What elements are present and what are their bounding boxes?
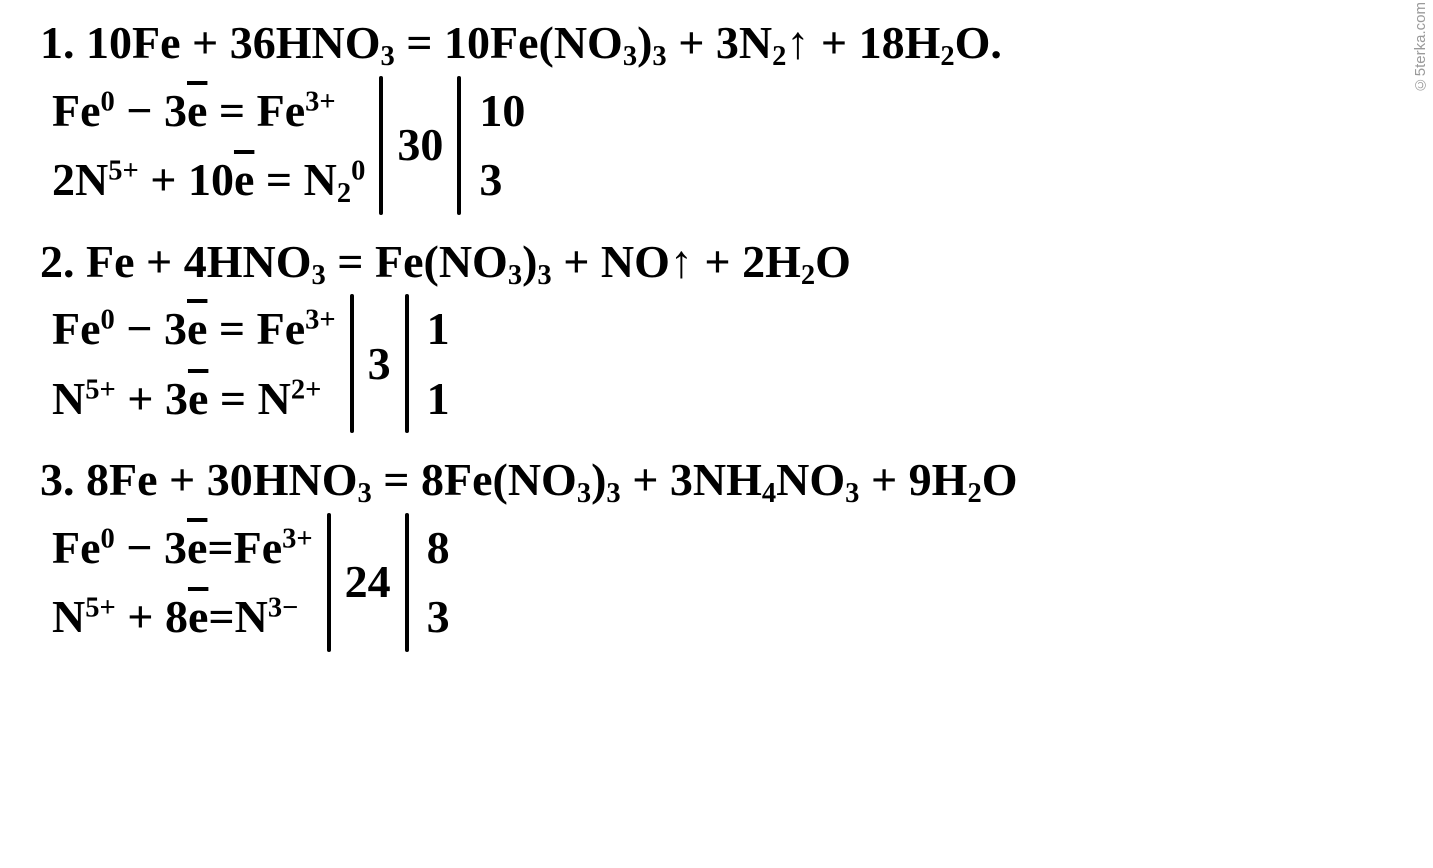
electron-balance-2: Fe0 − 3e = Fe3+ N5+ + 3e = N2+ 3 1 1 xyxy=(46,294,1413,433)
lcm-value: 24 xyxy=(345,553,391,611)
multiplier: 1 xyxy=(423,294,454,364)
equation-line-3: 3. 8Fe + 30HNO3 = 8Fe(NO3)3 + 3NH4NO3 + … xyxy=(40,451,1413,509)
half-reactions-col: Fe0 − 3e = Fe3+ N5+ + 3e = N2+ xyxy=(46,294,342,433)
lcm-col: 24 xyxy=(339,513,397,652)
multiplier: 8 xyxy=(423,513,454,583)
multiplier-col: 10 3 xyxy=(469,76,535,215)
equation-line-2: 2. Fe + 4HNO3 = Fe(NO3)3 + NO↑ + 2H2O xyxy=(40,233,1413,291)
half-reaction: N5+ + 3e = N2+ xyxy=(46,364,342,434)
half-reaction: Fe0 − 3e=Fe3+ xyxy=(46,513,319,583)
multiplier-col: 1 1 xyxy=(417,294,460,433)
multiplier: 3 xyxy=(475,145,529,215)
watermark: ©5terka.com xyxy=(1412,2,1431,93)
half-reaction: Fe0 − 3e = Fe3+ xyxy=(46,294,342,364)
divider-bar xyxy=(379,76,383,215)
electron-balance-3: Fe0 − 3e=Fe3+ N5+ + 8e=N3− 24 8 3 xyxy=(46,513,1413,652)
half-reaction: N5+ + 8e=N3− xyxy=(46,582,319,652)
lcm-value: 3 xyxy=(368,335,391,393)
lcm-col: 3 xyxy=(362,294,397,433)
lcm-value: 30 xyxy=(397,116,443,174)
equation-number: 1. xyxy=(40,17,75,68)
multiplier: 10 xyxy=(475,76,529,146)
equation-body: 8Fe + 30HNO3 = 8Fe(NO3)3 + 3NH4NO3 + 9H2… xyxy=(86,454,1017,505)
page: ©5terka.com 1. 10Fe + 36HNO3 = 10Fe(NO3)… xyxy=(0,0,1433,868)
equation-body: Fe + 4HNO3 = Fe(NO3)3 + NO↑ + 2H2O xyxy=(86,236,851,287)
lcm-col: 30 xyxy=(391,76,449,215)
divider-bar xyxy=(327,513,331,652)
multiplier-col: 8 3 xyxy=(417,513,460,652)
half-reactions-col: Fe0 − 3e = Fe3+ 2N5+ + 10e = N20 xyxy=(46,76,371,215)
equation-line-1: 1. 10Fe + 36HNO3 = 10Fe(NO3)3 + 3N2↑ + 1… xyxy=(40,14,1413,72)
divider-bar xyxy=(457,76,461,215)
half-reactions-col: Fe0 − 3e=Fe3+ N5+ + 8e=N3− xyxy=(46,513,319,652)
equation-number: 2. xyxy=(40,236,75,287)
divider-bar xyxy=(405,294,409,433)
half-reaction: Fe0 − 3e = Fe3+ xyxy=(46,76,371,146)
electron-balance-1: Fe0 − 3e = Fe3+ 2N5+ + 10e = N20 30 10 3 xyxy=(46,76,1413,215)
equation-body: 10Fe + 36HNO3 = 10Fe(NO3)3 + 3N2↑ + 18H2… xyxy=(86,17,1002,68)
equation-number: 3. xyxy=(40,454,75,505)
multiplier: 1 xyxy=(423,364,454,434)
multiplier: 3 xyxy=(423,582,454,652)
divider-bar xyxy=(350,294,354,433)
divider-bar xyxy=(405,513,409,652)
half-reaction: 2N5+ + 10e = N20 xyxy=(46,145,371,215)
